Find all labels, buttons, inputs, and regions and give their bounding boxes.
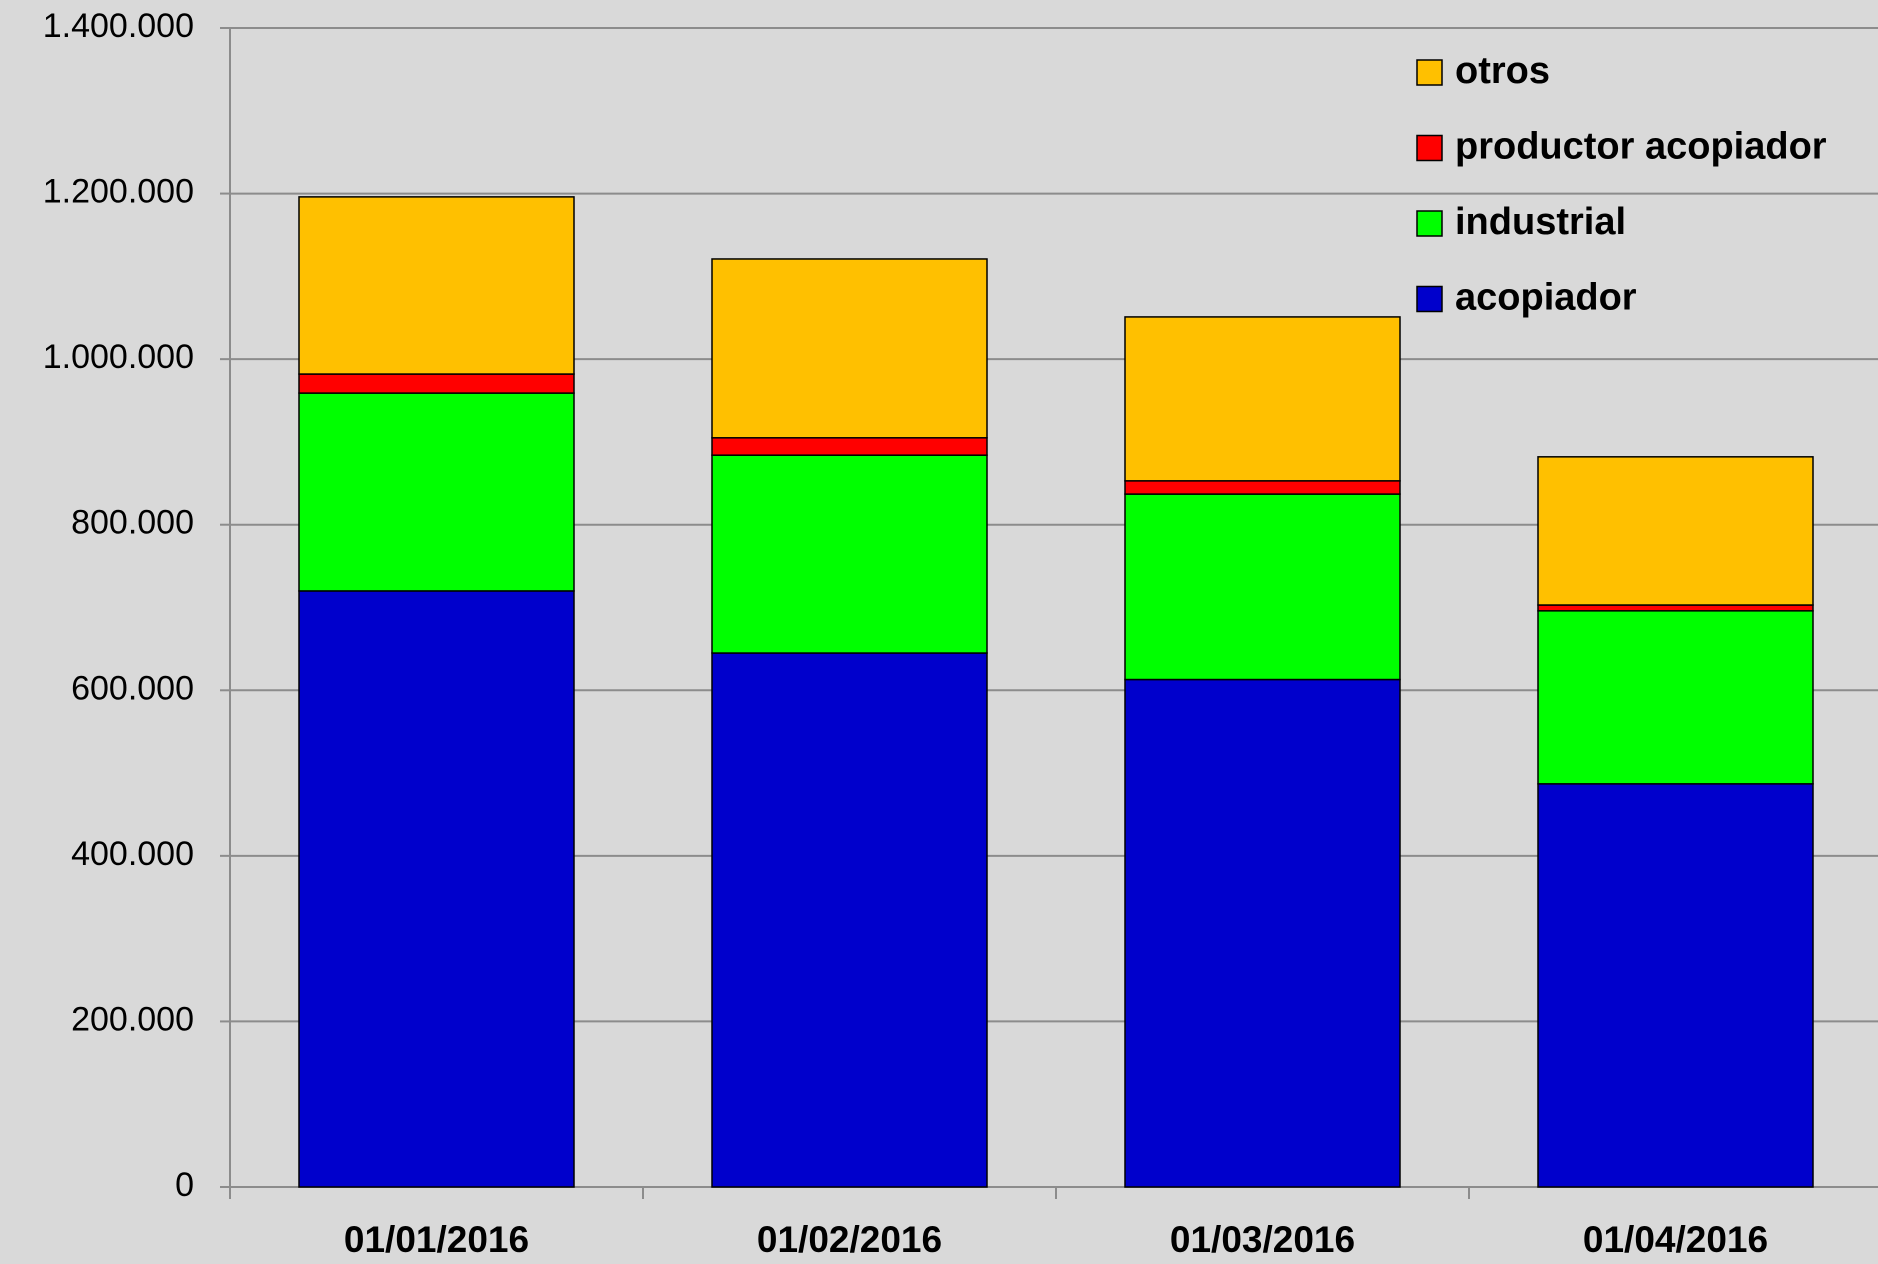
y-tick-label: 400.000 xyxy=(71,835,194,873)
bar-segment xyxy=(298,196,575,375)
bar-segment xyxy=(298,392,575,592)
y-tick-label: 0 xyxy=(175,1166,194,1204)
bar-segment xyxy=(711,454,988,654)
bar-segment xyxy=(1124,480,1401,495)
x-tick-label: 01/03/2016 xyxy=(1170,1219,1355,1260)
bar-segment xyxy=(1537,610,1814,785)
bar-segment xyxy=(1537,783,1814,1188)
legend-swatch xyxy=(1416,210,1443,237)
legend-swatch xyxy=(1416,134,1443,162)
bar-segment xyxy=(1124,316,1401,482)
x-tick-label: 01/02/2016 xyxy=(757,1219,942,1260)
legend-swatch xyxy=(1416,285,1443,313)
legend-label: industrial xyxy=(1455,201,1626,243)
y-tick-label: 200.000 xyxy=(71,1000,194,1038)
bar-segment xyxy=(1537,604,1814,612)
y-tick-label: 1.000.000 xyxy=(43,338,194,376)
legend-label: acopiador xyxy=(1455,277,1637,319)
bar-segment xyxy=(1124,493,1401,681)
bar-segment xyxy=(1537,456,1814,606)
bar-segment xyxy=(711,437,988,456)
x-tick-label: 01/01/2016 xyxy=(344,1219,529,1260)
y-tick-label: 1.200.000 xyxy=(43,173,194,211)
legend-label: otros xyxy=(1455,50,1550,92)
y-tick-label: 600.000 xyxy=(71,669,194,707)
legend-label: productor acopiador xyxy=(1455,126,1827,168)
bar-segment xyxy=(1124,678,1401,1188)
bar-segment xyxy=(711,652,988,1188)
bar-segment xyxy=(298,373,575,394)
legend-swatch xyxy=(1416,59,1443,86)
y-tick-label: 800.000 xyxy=(71,504,194,542)
y-tick-label: 1.400.000 xyxy=(43,7,194,45)
bar-segment xyxy=(711,258,988,439)
bar-segment xyxy=(298,590,575,1188)
x-tick-label: 01/04/2016 xyxy=(1583,1219,1768,1260)
